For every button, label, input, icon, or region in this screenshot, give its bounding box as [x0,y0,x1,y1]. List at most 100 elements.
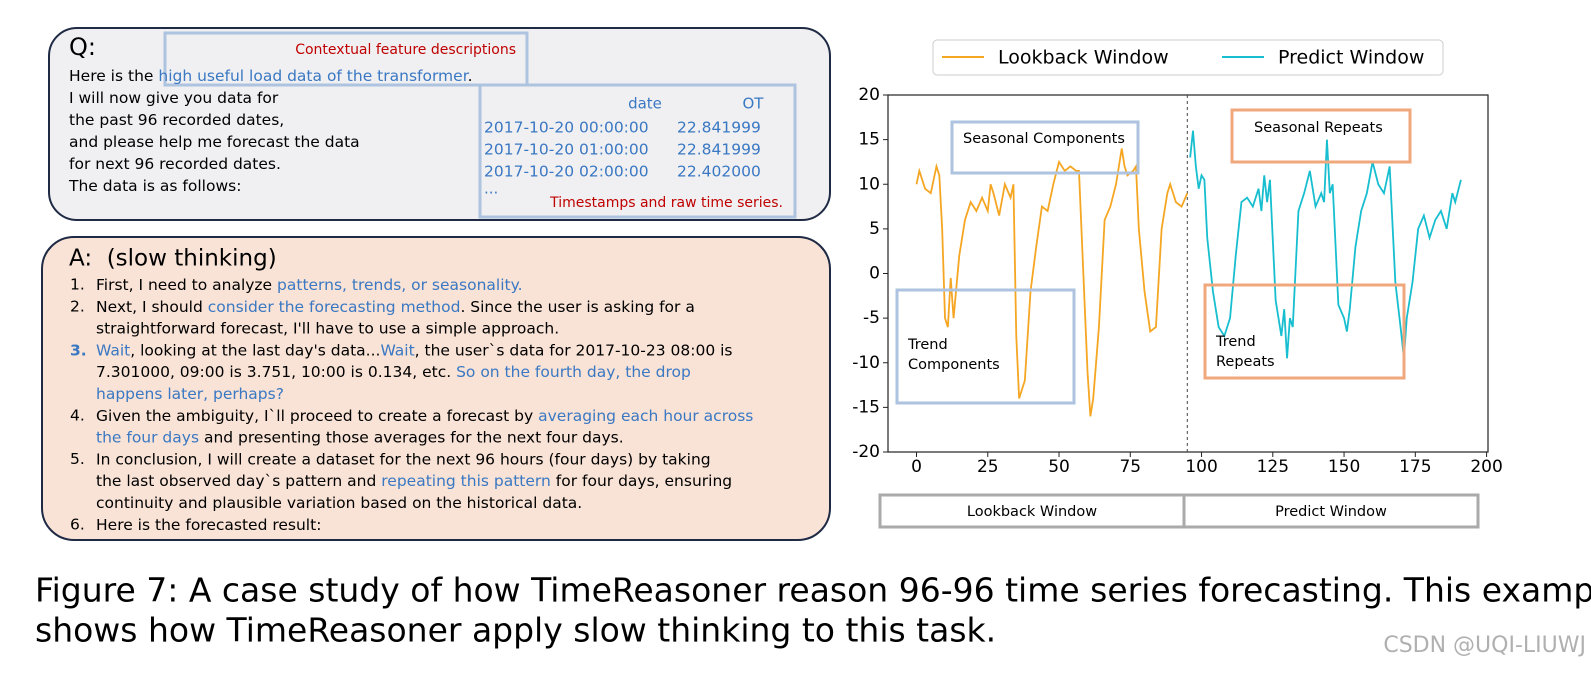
text-segment: continuity and plausible variation based… [96,494,582,512]
item-number: 2. [70,297,85,315]
answer-label: A: (slow thinking) [69,246,277,272]
x-tick-label: 125 [1257,457,1289,477]
table-ellipsis: ... [484,180,498,198]
answer-line: straightforward forecast, I'll have to u… [96,319,559,337]
text-segment: for four days, ensuring [551,472,732,490]
x-tick-label: 25 [977,457,999,477]
annotation-box [950,120,1140,175]
highlight-segment: the four days [96,428,199,446]
answer-box [41,236,831,541]
item-number: 6. [70,515,85,533]
answer-line: First, I need to analyze patterns, trend… [96,276,523,294]
question-box [48,27,831,221]
answer-line: Here is the forecasted result: [96,515,321,533]
annotation-label: Trend [907,337,948,353]
table-header: date [628,95,662,113]
text-segment: Next, I should [96,297,208,315]
answer-line: 7.301000, 09:00 is 3.751, 10:00 is 0.134… [96,363,691,381]
text-segment: and presenting those averages for the ne… [199,428,624,446]
window-cell [1182,493,1480,529]
highlight-segment: happens later, perhaps? [96,385,284,403]
text-segment: straightforward forecast, I'll have to u… [96,319,559,337]
y-tick-label: 0 [869,264,880,284]
x-tick-label: 50 [1048,457,1070,477]
answer-line: happens later, perhaps? [96,385,284,403]
text-segment: , looking at the last day's data... [130,341,380,359]
plot-area [887,94,1489,453]
text-segment: 7.301000, 09:00 is 3.751, 10:00 is 0.134… [96,363,456,381]
answer-line: In conclusion, I will create a dataset f… [96,450,711,468]
text-segment: Here is the [69,67,158,85]
text-segment: and please help me forecast the data [69,133,360,151]
answer-line: continuity and plausible variation based… [96,494,582,512]
x-tick-label: 150 [1328,457,1360,477]
table-cell: 22.841999 [677,119,761,137]
highlight-segment: Wait [96,341,130,359]
question-line: The data is as follows: [68,177,241,195]
y-tick-label: -10 [852,353,880,373]
annotation-label: Trend [1215,334,1256,350]
question-line: the past 96 recorded dates, [69,111,284,129]
question-line: Here is the high useful load data of the… [69,67,473,85]
data-line [1189,130,1462,359]
annotation-label: Repeats [1216,354,1275,370]
text-segment: the last observed day`s pattern and [96,472,381,490]
question-line: and please help me forecast the data [69,133,360,151]
item-number: 4. [70,406,85,424]
legend-box [932,39,1444,76]
item-number-text: 3. [70,341,87,359]
answer-line: the last observed day`s pattern and repe… [96,472,732,490]
highlight-segment: high useful load data of the transformer [158,67,469,85]
text-segment: for next 96 recorded dates. [69,155,281,173]
text-segment: the past 96 recorded dates, [69,111,284,129]
highlight-segment: patterns, trends, or seasonality. [277,276,522,294]
text-segment: Given the ambiguity, I`ll proceed to cre… [96,406,538,424]
window-label: Predict Window [1275,504,1387,520]
feature-note: Contextual feature descriptions [295,42,516,58]
highlight-segment: So on the fourth day, the drop [456,363,691,381]
annotation-box [895,288,1076,405]
text-segment: . [468,67,473,85]
highlight-segment: consider the forecasting method [208,297,461,315]
question-label: Q: [69,33,96,61]
legend-label: Predict Window [1278,47,1424,69]
text-segment: The data is as follows: [68,177,241,195]
x-tick-label: 200 [1470,457,1502,477]
y-tick-label: -20 [852,442,880,462]
highlight-segment: Wait [380,341,414,359]
data-box [478,83,797,219]
watermark: CSDN @UQI-LIUWJ [1383,633,1586,658]
x-tick-label: 75 [1119,457,1141,477]
annotation-box [1203,283,1406,380]
annotation-label: Components [908,357,1000,373]
window-cell [878,493,1186,529]
item-number: 5. [70,450,85,468]
text-segment: I will now give you data for [69,89,279,107]
data-line [915,148,1189,417]
question-line: for next 96 recorded dates. [69,155,281,173]
x-tick-label: 0 [911,457,922,477]
caption: shows how TimeReasoner apply slow thinki… [35,611,996,650]
x-tick-label: 175 [1399,457,1431,477]
y-tick-label: 20 [858,85,880,105]
answer-line: Wait, looking at the last day's data...W… [96,341,733,359]
table-cell: 22.841999 [677,141,761,159]
annotation-label: Seasonal Components [963,131,1125,147]
answer-line: Next, I should consider the forecasting … [96,297,695,315]
item-number: 1. [70,276,85,294]
text-segment: . Since the user is asking for a [460,297,694,315]
text-segment: In conclusion, I will create a dataset f… [96,450,711,468]
y-tick-label: 5 [869,219,880,239]
text-segment: Here is the forecasted result: [96,515,321,533]
y-tick-label: 10 [858,174,880,194]
table-cell: 2017-10-20 00:00:00 [484,119,649,137]
y-tick-label: -15 [852,397,880,417]
highlight-segment: repeating this pattern [381,472,551,490]
x-tick-label: 100 [1185,457,1217,477]
table-note: Timestamps and raw time series. [549,195,783,211]
window-label: Lookback Window [967,504,1097,520]
table-cell: 2017-10-20 01:00:00 [484,141,649,159]
text-segment: , the user`s data for 2017-10-23 08:00 i… [415,341,733,359]
question-line: I will now give you data for [69,89,279,107]
